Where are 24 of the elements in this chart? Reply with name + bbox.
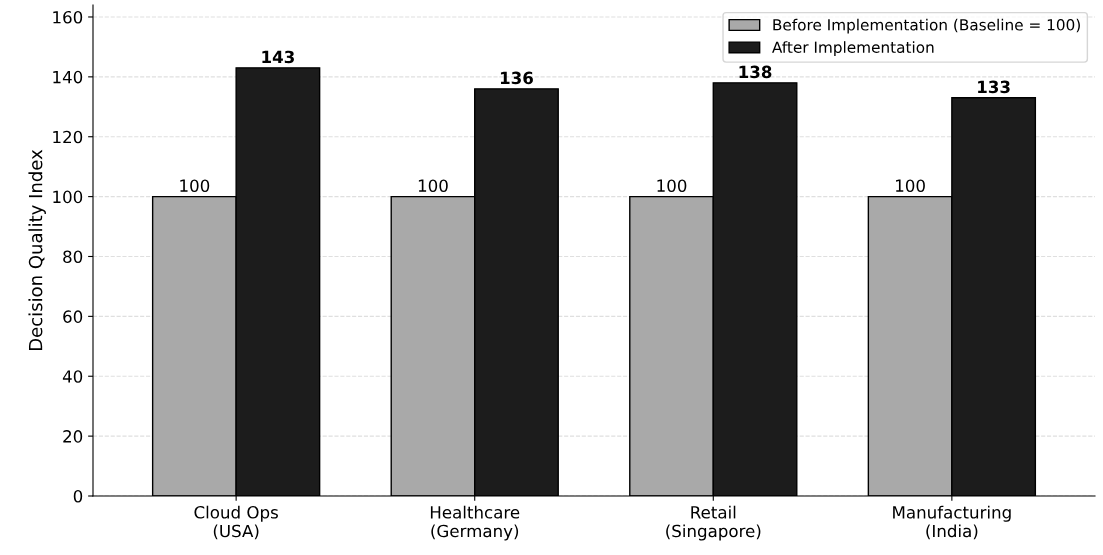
y-tick-label: 140 [53, 70, 83, 84]
data-label: 143 [262, 50, 294, 64]
data-label: 136 [500, 71, 533, 85]
x-tick-label: Manufacturing (India) [893, 505, 1011, 540]
legend-label: After Implementation [772, 41, 934, 56]
y-axis-title: Decision Quality Index [28, 149, 46, 351]
y-tick-label: 80 [63, 250, 83, 264]
data-label: 138 [739, 65, 772, 79]
x-tick-label: Healthcare (Germany) [430, 505, 520, 541]
data-label: 100 [418, 179, 448, 192]
y-tick-label: 40 [62, 370, 83, 383]
data-label: 100 [896, 179, 925, 192]
y-tick-label: 60 [63, 310, 83, 323]
y-tick-label: 20 [63, 430, 83, 443]
y-tick-label: 160 [53, 10, 83, 24]
y-tick-label: 100 [53, 190, 83, 204]
x-tick-label: Retail (Singapore) [666, 505, 761, 541]
data-label: 100 [180, 179, 210, 192]
data-label: 133 [978, 80, 1010, 94]
data-label: 100 [657, 179, 687, 192]
legend-label: Before Implementation (Baseline = 100) [773, 18, 1080, 34]
y-tick-label: 0 [73, 489, 83, 503]
y-tick-label: 120 [53, 130, 83, 144]
x-tick-label: Cloud Ops (USA) [194, 505, 278, 540]
